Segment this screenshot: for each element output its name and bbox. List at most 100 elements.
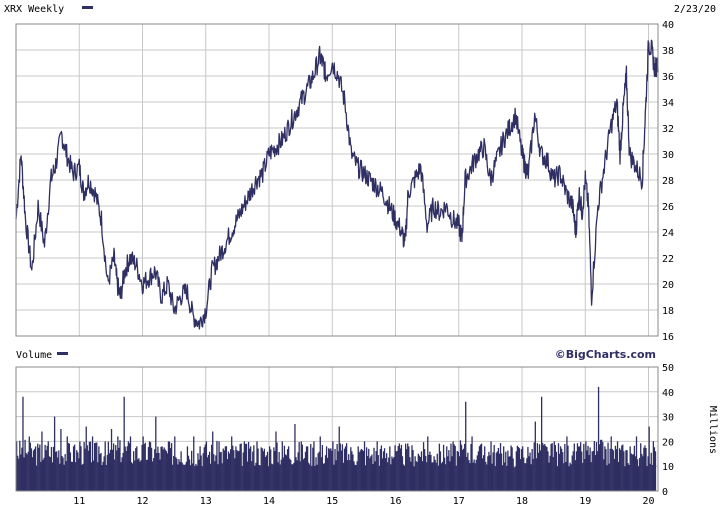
volume-bar — [578, 446, 581, 491]
volume-bar — [608, 463, 610, 491]
volume-bar — [535, 458, 538, 491]
volume-bar — [561, 448, 563, 491]
volume-bar — [422, 442, 425, 491]
volume-bar — [446, 446, 448, 491]
volume-bar — [306, 446, 309, 491]
volume-bar — [319, 436, 321, 491]
volume-bar — [425, 455, 427, 491]
volume-bar — [397, 445, 399, 491]
volume-bar — [341, 444, 344, 491]
volume-bar — [489, 455, 491, 491]
volume-bar — [647, 456, 649, 491]
volume-bar — [553, 441, 555, 491]
volume-bar — [84, 448, 86, 491]
price-y-tick-label: 16 — [662, 332, 674, 343]
volume-bar — [618, 448, 621, 491]
volume-bar — [272, 464, 274, 491]
volume-bar — [285, 455, 288, 491]
volume-bar — [33, 448, 36, 491]
volume-bar — [591, 451, 593, 491]
volume-bar — [121, 457, 123, 491]
volume-bar — [67, 442, 69, 491]
volume-bar — [69, 452, 72, 491]
volume-bar — [476, 455, 478, 491]
volume-bar — [39, 444, 41, 491]
x-tick-label: 13 — [200, 496, 212, 507]
volume-y-tick-label: 50 — [662, 363, 674, 374]
volume-bar — [634, 456, 637, 491]
volume-bar — [146, 459, 149, 491]
volume-bar — [510, 445, 512, 491]
volume-bar — [314, 465, 316, 491]
volume-bar — [214, 461, 216, 491]
volume-bar — [62, 457, 64, 491]
volume-title: Volume — [16, 350, 52, 361]
volume-bar — [245, 443, 248, 491]
volume-bar — [16, 441, 18, 491]
volume-bar — [339, 443, 341, 491]
volume-bar — [537, 452, 540, 491]
volume-bar — [207, 454, 210, 491]
volume-bar — [392, 458, 394, 491]
volume-bar — [373, 447, 375, 491]
volume-bar — [444, 457, 446, 491]
volume-bar — [296, 460, 298, 491]
volume-bar — [89, 441, 92, 491]
volume-bar — [141, 444, 143, 491]
volume-bar — [108, 453, 111, 491]
x-tick-label: 11 — [73, 496, 85, 507]
bigcharts-watermark: ©BigCharts.com — [555, 348, 656, 361]
volume-bar — [494, 466, 496, 491]
volume-bar — [613, 458, 616, 491]
volume-bar — [44, 444, 46, 491]
volume-bar — [217, 464, 219, 491]
volume-bar — [469, 463, 471, 491]
volume-bar — [372, 464, 374, 491]
volume-legend-swatch — [57, 352, 68, 355]
price-y-tick-label: 40 — [662, 20, 674, 31]
volume-bar — [441, 461, 444, 491]
volume-bar — [308, 462, 310, 491]
volume-bar — [55, 451, 57, 491]
volume-bar — [226, 459, 229, 491]
volume-bar — [478, 446, 481, 491]
volume-bar — [616, 441, 619, 491]
volume-bar — [383, 448, 386, 491]
volume-bar — [403, 465, 406, 491]
volume-bar — [194, 466, 196, 491]
volume-bar — [159, 459, 161, 491]
volume-bar — [244, 443, 247, 491]
volume-bar — [23, 457, 25, 491]
volume-bar — [639, 457, 641, 491]
volume-bar — [183, 464, 185, 491]
volume-bar — [289, 458, 291, 491]
volume-bar — [238, 450, 240, 491]
volume-bar — [359, 450, 361, 491]
volume-bar — [105, 464, 107, 491]
volume-bar — [507, 450, 509, 491]
volume-bar — [375, 451, 377, 491]
volume-bar — [262, 451, 264, 491]
volume-bar — [266, 451, 269, 491]
volume-bar — [190, 450, 193, 491]
volume-bar — [163, 447, 165, 491]
volume-bar — [437, 465, 439, 491]
axis-labels: 11 12 13 14 15 16 17 18 19 20 16 18 20 22 24 26 28 30 32 34… — [73, 20, 674, 507]
volume-bar — [417, 453, 419, 491]
volume-bar — [176, 458, 178, 491]
volume-bar — [338, 426, 340, 491]
volume-bar — [197, 453, 199, 491]
volume-bar — [324, 455, 327, 491]
volume-bar — [614, 445, 617, 491]
volume-bar — [299, 461, 301, 491]
volume-bar — [211, 444, 213, 491]
volume-bar — [329, 449, 331, 491]
volume-bar — [202, 453, 204, 491]
volume-bar — [212, 431, 214, 491]
volume-bar — [432, 462, 434, 491]
volume-bar — [646, 466, 648, 491]
volume-bar — [439, 451, 442, 491]
volume-bar — [484, 446, 486, 491]
volume-bar — [21, 447, 23, 491]
